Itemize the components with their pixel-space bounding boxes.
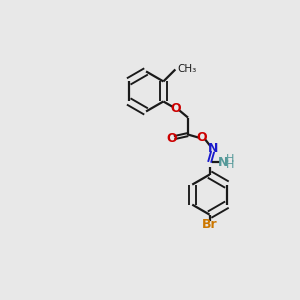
Text: O: O xyxy=(170,102,181,115)
Text: CH₃: CH₃ xyxy=(177,64,196,74)
Text: H: H xyxy=(226,154,235,164)
Text: O: O xyxy=(167,132,177,145)
Text: N: N xyxy=(218,156,229,169)
Text: N: N xyxy=(208,142,218,155)
Text: O: O xyxy=(196,131,207,144)
Text: H: H xyxy=(226,160,235,170)
Text: Br: Br xyxy=(202,218,218,231)
